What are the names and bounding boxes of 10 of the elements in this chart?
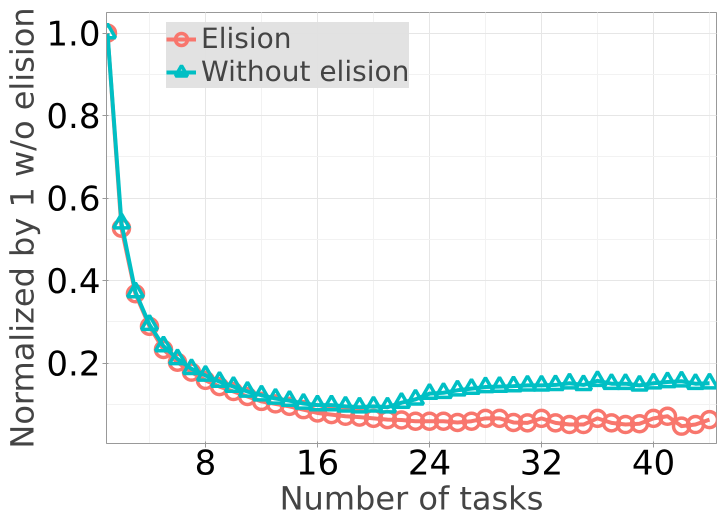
y-axis-title: Normalized by 1 w/o elision [3, 7, 42, 449]
x-tick-label: 40 [632, 444, 676, 484]
y-tick-label: 0.2 [46, 344, 101, 385]
legend-label: Elision [201, 22, 292, 55]
y-tick-label: 1.0 [46, 14, 101, 55]
y-tick-label: 0.6 [46, 180, 101, 220]
legend-label: Without elision [201, 55, 410, 88]
x-tick-label: 8 [194, 444, 216, 484]
y-tick-label: 0.4 [46, 262, 101, 302]
y-tick-label: 0.8 [46, 97, 101, 138]
